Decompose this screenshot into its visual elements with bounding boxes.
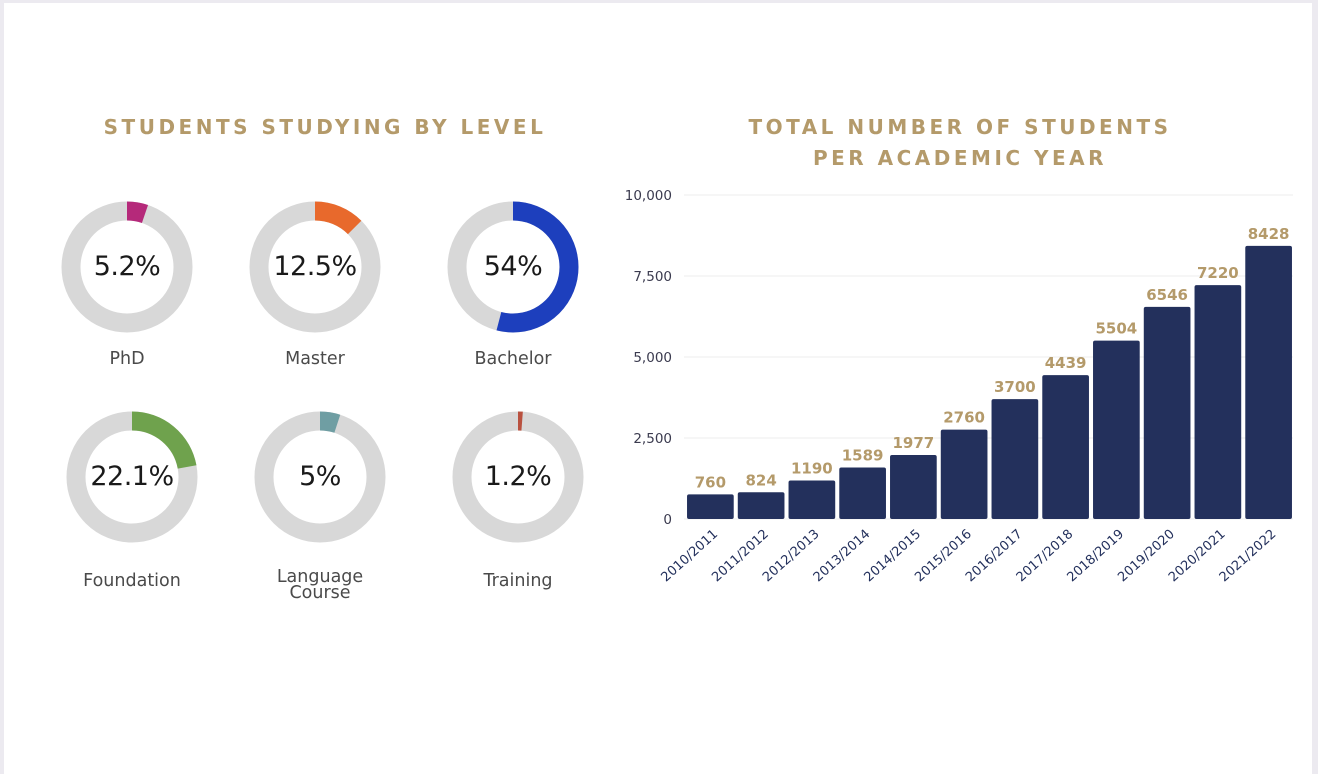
data-label: 824 [745, 471, 776, 489]
data-label: 5504 [1096, 320, 1138, 338]
donut-phd: 5.2% PhD [61, 201, 193, 368]
bar [839, 467, 886, 519]
bar-chart-title: TOTAL NUMBER OF STUDENTS PER ACADEMIC YE… [748, 115, 1172, 170]
y-tick-label: 10,000 [625, 188, 672, 204]
data-label: 6546 [1146, 286, 1188, 304]
donut-label-phd: PhD [109, 349, 145, 369]
donut-value-language-course: 5% [299, 461, 341, 492]
data-label: 1190 [791, 459, 833, 477]
y-tick-label: 2,500 [633, 431, 672, 447]
bar [940, 429, 988, 519]
donut-label-bachelor: Bachelor [474, 349, 552, 369]
donut-ring-phd [61, 201, 193, 333]
donut-master: 12.5% Master [249, 201, 381, 368]
donut-language-course: 5% Language Course [254, 411, 386, 602]
bar [890, 454, 937, 519]
donut-label-language-course: Language Course [276, 567, 364, 603]
bar [1194, 285, 1242, 519]
donut-ring-bachelor [447, 201, 579, 333]
donut-arc-foundation [66, 411, 198, 543]
donut-value-phd: 5.2% [93, 251, 161, 282]
donut-label-training: Training [483, 571, 553, 591]
data-label: 3700 [994, 378, 1036, 396]
data-label: 1589 [842, 447, 884, 465]
donut-ring-master [249, 201, 381, 333]
bar [991, 399, 1039, 519]
bar [737, 492, 785, 519]
bar [788, 480, 836, 519]
donut-arc-training [452, 411, 584, 543]
donut-ring-training [452, 411, 584, 543]
bar [1143, 306, 1191, 519]
donut-arc-master [249, 201, 381, 333]
data-label: 760 [695, 473, 726, 491]
students-per-year-bar-chart: 02,5005,0007,50010,0007602010/2011824201… [625, 188, 1293, 585]
level-chart-title: STUDENTS STUDYING BY LEVEL [103, 115, 547, 139]
data-label: 7220 [1197, 264, 1239, 282]
donut-bachelor: 54% Bachelor [447, 201, 579, 368]
data-label: 8428 [1248, 225, 1290, 243]
donut-arc-phd [61, 201, 193, 333]
donut-value-master: 12.5% [273, 251, 357, 282]
data-label: 2760 [943, 409, 985, 427]
donut-label-foundation: Foundation [83, 571, 181, 591]
y-tick-label: 5,000 [633, 350, 672, 366]
bar [1042, 375, 1089, 519]
y-tick-label: 0 [663, 512, 672, 528]
data-label: 4439 [1045, 354, 1087, 372]
donut-training: 1.2% Training [452, 411, 584, 590]
y-tick-label: 7,500 [633, 269, 672, 285]
donut-arc-bachelor [447, 201, 579, 333]
donut-label-master: Master [285, 349, 345, 369]
level-donuts-panel: STUDENTS STUDYING BY LEVEL 5.2% PhD 12.5% M… [0, 0, 620, 774]
donut-ring-language-course [254, 411, 386, 543]
bar [1093, 340, 1140, 519]
donut-value-training: 1.2% [484, 461, 552, 492]
bar [1245, 245, 1292, 519]
donut-ring-foundation [66, 411, 198, 543]
data-label: 1977 [893, 434, 935, 452]
donut-arc-language-course [254, 411, 386, 543]
bar [687, 494, 734, 519]
donut-value-foundation: 22.1% [90, 461, 174, 492]
donut-value-bachelor: 54% [483, 251, 543, 282]
donut-foundation: 22.1% Foundation [66, 411, 198, 590]
